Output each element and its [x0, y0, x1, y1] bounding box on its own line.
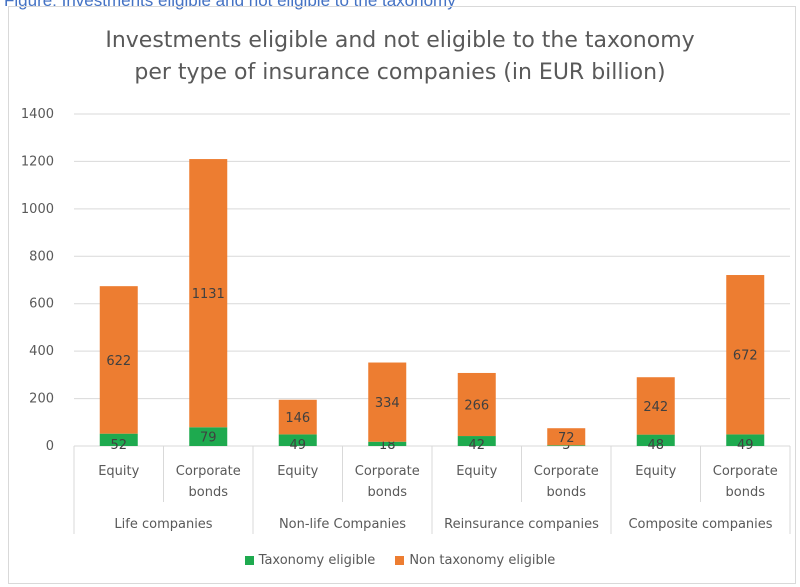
- bar-non-eligible-2: [278, 399, 317, 435]
- bar-non-eligible-6: [636, 377, 675, 435]
- category-label-3-1: bonds: [368, 485, 408, 500]
- y-tick-label-1200: 1200: [21, 154, 54, 169]
- data-label-eligible-6: 48: [647, 438, 664, 453]
- data-label-non-eligible-4: 266: [464, 399, 489, 414]
- bar-eligible-2: [278, 434, 317, 446]
- category-label-1-0: Corporate: [176, 464, 241, 479]
- data-label-non-eligible-7: 672: [733, 349, 758, 364]
- bar-eligible-3: [368, 441, 407, 446]
- category-label-5-1: bonds: [547, 485, 587, 500]
- category-label-7-1: bonds: [726, 485, 766, 500]
- category-label-1-1: bonds: [189, 485, 229, 500]
- chart-title-line-1: Investments eligible and not eligible to…: [105, 28, 695, 53]
- legend-label-eligible: Taxonomy eligible: [258, 553, 376, 568]
- y-tick-label-600: 600: [29, 297, 54, 312]
- figure-caption: Figure: Investments eligible and not eli…: [4, 0, 456, 10]
- group-label-3: Composite companies: [628, 517, 772, 532]
- data-label-non-eligible-6: 242: [643, 400, 668, 415]
- data-label-non-eligible-5: 72: [558, 431, 575, 446]
- category-label-0-0: Equity: [98, 464, 139, 479]
- bar-non-eligible-4: [457, 372, 496, 437]
- category-label-2-0: Equity: [277, 464, 318, 479]
- bar-non-eligible-7: [726, 275, 765, 435]
- data-label-eligible-3: 18: [379, 438, 396, 453]
- y-tick-label-1000: 1000: [21, 202, 54, 217]
- bar-eligible-0: [99, 433, 138, 446]
- data-label-eligible-2: 49: [289, 438, 306, 453]
- y-tick-label-0: 0: [46, 439, 54, 454]
- data-label-non-eligible-2: 146: [285, 411, 310, 426]
- category-label-3-0: Corporate: [355, 464, 420, 479]
- category-label-6-0: Equity: [635, 464, 676, 479]
- y-tick-label-800: 800: [29, 249, 54, 264]
- group-label-1: Non-life Companies: [279, 517, 406, 532]
- data-label-eligible-7: 49: [737, 438, 754, 453]
- group-label-2: Reinsurance companies: [444, 517, 599, 532]
- bar-eligible-5: [547, 445, 586, 446]
- data-label-eligible-4: 42: [468, 438, 485, 453]
- y-tick-label-400: 400: [29, 344, 54, 359]
- bar-eligible-6: [636, 434, 675, 446]
- legend-item-non-eligible: Non taxonomy eligible: [395, 553, 555, 568]
- data-label-eligible-1: 79: [200, 431, 217, 446]
- y-tick-label-200: 200: [29, 392, 54, 407]
- bar-non-eligible-1: [189, 159, 228, 428]
- bar-eligible-4: [457, 436, 496, 446]
- data-label-non-eligible-0: 622: [106, 354, 131, 369]
- bar-non-eligible-5: [547, 428, 586, 446]
- bar-eligible-7: [726, 434, 765, 446]
- legend-item-eligible: Taxonomy eligible: [244, 553, 376, 568]
- category-label-7-0: Corporate: [713, 464, 778, 479]
- bar-non-eligible-0: [99, 286, 138, 434]
- data-label-eligible-5: 3: [562, 438, 570, 453]
- bar-non-eligible-3: [368, 362, 407, 442]
- chart-legend: Taxonomy eligible Non taxonomy eligible: [0, 553, 800, 568]
- group-label-0: Life companies: [114, 517, 212, 532]
- chart-title-line-2: per type of insurance companies (in EUR …: [134, 60, 666, 85]
- category-label-4-0: Equity: [456, 464, 497, 479]
- data-label-non-eligible-1: 1131: [192, 287, 225, 302]
- y-tick-label-1400: 1400: [21, 107, 54, 122]
- data-label-non-eligible-3: 334: [375, 396, 400, 411]
- legend-label-non-eligible: Non taxonomy eligible: [409, 553, 556, 568]
- legend-swatch-eligible: [244, 556, 254, 565]
- data-label-eligible-0: 52: [110, 438, 127, 453]
- bar-eligible-1: [189, 427, 228, 446]
- chart-frame: [8, 6, 796, 584]
- legend-swatch-non-eligible: [395, 556, 405, 565]
- category-label-5-0: Corporate: [534, 464, 599, 479]
